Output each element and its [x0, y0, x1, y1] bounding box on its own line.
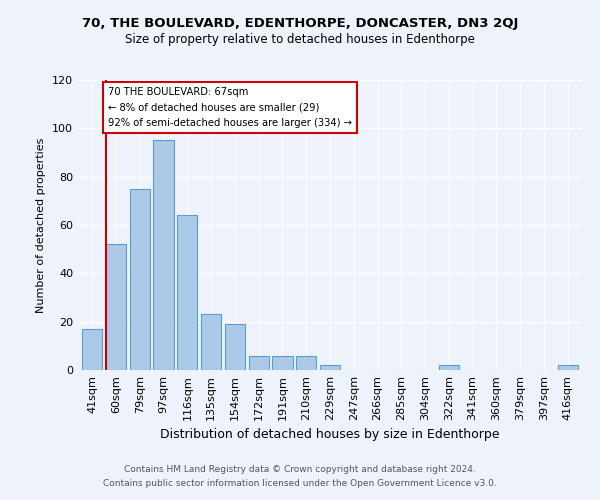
- Text: Size of property relative to detached houses in Edenthorpe: Size of property relative to detached ho…: [125, 32, 475, 46]
- Bar: [296, 356, 316, 370]
- X-axis label: Distribution of detached houses by size in Edenthorpe: Distribution of detached houses by size …: [160, 428, 500, 442]
- Bar: [439, 365, 459, 370]
- Bar: [557, 365, 578, 370]
- Y-axis label: Number of detached properties: Number of detached properties: [37, 138, 46, 312]
- Text: Contains HM Land Registry data © Crown copyright and database right 2024.
Contai: Contains HM Land Registry data © Crown c…: [103, 466, 497, 487]
- Bar: [177, 216, 197, 370]
- Bar: [248, 356, 269, 370]
- Bar: [130, 188, 150, 370]
- Text: 70, THE BOULEVARD, EDENTHORPE, DONCASTER, DN3 2QJ: 70, THE BOULEVARD, EDENTHORPE, DONCASTER…: [82, 18, 518, 30]
- Bar: [272, 356, 293, 370]
- Bar: [154, 140, 173, 370]
- Bar: [106, 244, 126, 370]
- Bar: [320, 365, 340, 370]
- Bar: [201, 314, 221, 370]
- Bar: [225, 324, 245, 370]
- Bar: [82, 329, 103, 370]
- Text: 70 THE BOULEVARD: 67sqm
← 8% of detached houses are smaller (29)
92% of semi-det: 70 THE BOULEVARD: 67sqm ← 8% of detached…: [108, 87, 352, 128]
